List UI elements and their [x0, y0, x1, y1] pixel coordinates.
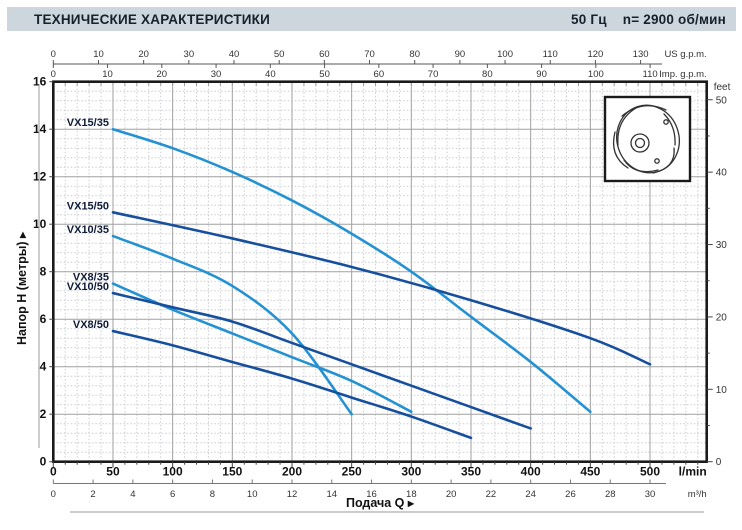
impgpm-tick-label: 70: [428, 69, 439, 80]
impgpm-tick-label: 20: [157, 69, 168, 80]
feet-tick-label: 10: [716, 385, 728, 396]
curve-label-VX8-50: VX8/50: [73, 319, 109, 331]
lmin-tick-label: 250: [342, 465, 362, 479]
speed-label: n= 2900 об/мин: [622, 11, 726, 27]
impgpm-tick-label: 80: [482, 69, 493, 80]
h-axis-tick-label: 12: [33, 170, 47, 184]
h-axis-tick-label: 2: [40, 407, 47, 421]
lmin-tick-label: 400: [521, 465, 541, 479]
usgpm-tick-label: 130: [633, 49, 649, 60]
usgpm-tick-label: 30: [184, 49, 195, 60]
feet-unit-label: feet: [714, 82, 731, 93]
impgpm-tick-label: 10: [102, 69, 113, 80]
m3h-tick-label: 6: [170, 489, 175, 500]
m3h-tick-label: 8: [210, 489, 215, 500]
feet-tick-label: 20: [716, 312, 728, 323]
y-axis-name: Напор H (метры) ▶: [15, 231, 29, 345]
lmin-tick-label: 100: [163, 465, 183, 479]
usgpm-tick-label: 100: [497, 49, 513, 60]
h-axis-tick-label: 10: [33, 217, 47, 231]
usgpm-tick-label: 10: [93, 49, 104, 60]
lmin-tick-label: 0: [50, 465, 57, 479]
lmin-tick-label: 200: [282, 465, 302, 479]
usgpm-tick-label: 20: [138, 49, 149, 60]
impeller-illustration: [603, 95, 692, 183]
feet-tick-label: 40: [716, 168, 728, 179]
curve-label-VX15-50: VX15/50: [67, 200, 109, 212]
usgpm-tick-label: 40: [229, 49, 240, 60]
curve-VX15-50: [111, 211, 652, 366]
impgpm-tick-label: 30: [211, 69, 222, 80]
h-axis-tick-label: 16: [33, 75, 47, 89]
impgpm-unit-label: Imp. g.p.m.: [659, 69, 707, 80]
m3h-tick-label: 10: [247, 489, 258, 500]
impgpm-tick-label: 60: [374, 69, 385, 80]
m3h-tick-label: 22: [486, 489, 497, 500]
curve-VX10-50: [111, 291, 532, 430]
lmin-tick-label: 450: [580, 465, 600, 479]
m3h-unit-label: m³/h: [688, 489, 707, 500]
usgpm-tick-label: 110: [543, 49, 558, 60]
h-axis-tick-label: 8: [40, 265, 47, 279]
m3h-tick-label: 4: [130, 489, 135, 500]
lmin-tick-label: 300: [401, 465, 421, 479]
m3h-tick-label: 30: [645, 489, 656, 500]
feet-tick-label: 50: [716, 95, 728, 106]
usgpm-tick-label: 0: [51, 49, 56, 60]
impgpm-tick-label: 110: [643, 69, 658, 80]
curve-label-VX15-35: VX15/35: [67, 117, 109, 129]
lmin-unit-label: l/min: [679, 465, 707, 479]
impgpm-tick-label: 50: [319, 69, 330, 80]
h-axis-tick-label: 14: [33, 122, 47, 136]
lmin-tick-label: 350: [461, 465, 481, 479]
usgpm-tick-label: 90: [455, 49, 466, 60]
impgpm-tick-label: 90: [536, 69, 547, 80]
m3h-tick-label: 26: [565, 489, 576, 500]
curve-label-VX10-35: VX10/35: [67, 224, 109, 236]
m3h-tick-label: 14: [326, 489, 337, 500]
header-bar: ТЕХНИЧЕСКИЕ ХАРАКТЕРИСТИКИ 50 Гц n= 2900 …: [7, 7, 736, 31]
h-axis-tick-label: 4: [40, 360, 47, 374]
m3h-tick-label: 0: [51, 489, 56, 500]
page-title: ТЕХНИЧЕСКИЕ ХАРАКТЕРИСТИКИ: [34, 11, 271, 27]
impgpm-tick-label: 40: [265, 69, 276, 80]
m3h-tick-label: 28: [605, 489, 616, 500]
feet-tick-label: 30: [716, 240, 728, 251]
m3h-tick-label: 12: [287, 489, 298, 500]
h-axis-tick-label: 0: [40, 455, 47, 469]
lmin-tick-label: 500: [640, 465, 660, 479]
lmin-tick-label: 50: [106, 465, 120, 479]
motor-specs: 50 Гц n= 2900 об/мин: [555, 12, 726, 27]
usgpm-tick-label: 60: [319, 49, 330, 60]
curve-label-VX10-50: VX10/50: [67, 281, 109, 293]
usgpm-unit-label: US g.p.m.: [664, 49, 706, 60]
curve-VX15-35: [111, 127, 592, 414]
m3h-tick-label: 16: [366, 489, 377, 500]
usgpm-tick-label: 120: [587, 49, 603, 60]
lmin-tick-label: 150: [222, 465, 242, 479]
usgpm-tick-label: 50: [274, 49, 285, 60]
usgpm-tick-label: 80: [409, 49, 420, 60]
curve-label-VX8-35: VX8/35: [73, 272, 109, 284]
h-axis-tick-label: 6: [40, 312, 47, 326]
frequency-label: 50 Гц: [571, 11, 607, 27]
usgpm-tick-label: 70: [364, 49, 375, 60]
impgpm-tick-label: 0: [51, 69, 56, 80]
x-axis-name: Подача Q ▶: [346, 496, 415, 510]
feet-tick-label: 0: [716, 457, 722, 468]
m3h-tick-label: 24: [525, 489, 536, 500]
impgpm-tick-label: 100: [588, 69, 604, 80]
m3h-tick-label: 20: [446, 489, 457, 500]
m3h-tick-label: 18: [406, 489, 417, 500]
m3h-tick-label: 2: [90, 489, 95, 500]
curve-VX8-50: [111, 329, 473, 440]
